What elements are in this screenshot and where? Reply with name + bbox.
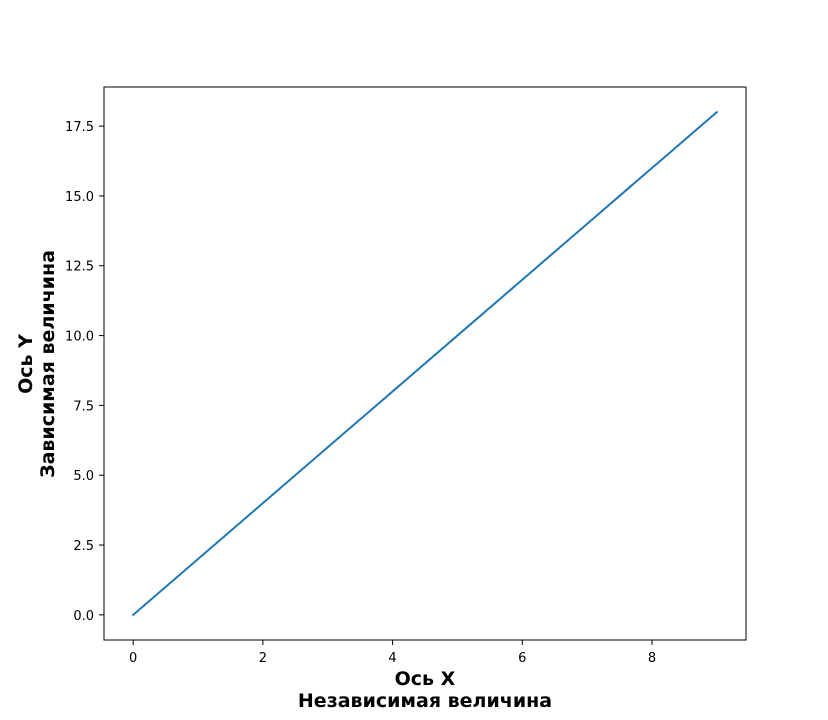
series-line-0 <box>131 110 719 617</box>
y-tick-label: 0.0 <box>73 609 94 624</box>
x-axis-title-line-1: Ось X <box>395 668 456 690</box>
y-tick-label: 12.5 <box>65 260 94 275</box>
y-axis-ticks: 0.0 2.5 5.0 7.5 10.0 12.5 15.0 17.5 <box>65 120 104 624</box>
y-axis-title-line-1: Ось Y <box>15 334 37 394</box>
y-tick-label: 15.0 <box>65 190 94 205</box>
y-tick-label: 17.5 <box>65 120 94 135</box>
y-tick-label: 7.5 <box>73 399 94 414</box>
x-tick-label: 6 <box>518 651 526 666</box>
x-axis-ticks: 0 2 4 6 8 <box>129 640 656 666</box>
y-tick-label: 10.0 <box>65 330 94 345</box>
y-tick-label: 2.5 <box>73 539 94 554</box>
y-tick-label: 5.0 <box>73 469 94 484</box>
y-axis-title-line-2: Зависимая величина <box>37 250 59 478</box>
x-tick-label: 2 <box>259 651 267 666</box>
plot-frame <box>103 86 747 641</box>
x-tick-label: 8 <box>648 651 656 666</box>
series-layer <box>131 110 719 617</box>
x-tick-label: 0 <box>129 651 137 666</box>
x-tick-label: 4 <box>388 651 396 666</box>
x-axis-title-line-2: Независимая величина <box>298 690 552 712</box>
